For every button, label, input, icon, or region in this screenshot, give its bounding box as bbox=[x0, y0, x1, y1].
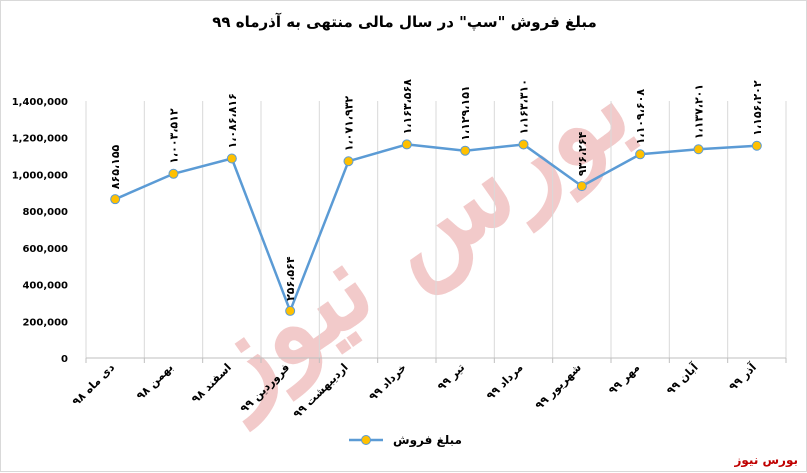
data-point bbox=[110, 194, 121, 205]
data-label: ۱،۱۲۹،۱۵۱ bbox=[459, 85, 472, 140]
series-line bbox=[114, 143, 757, 313]
y-tick-label: 1,000,000 bbox=[12, 170, 68, 181]
x-tick-label: شهریور ۹۹ bbox=[533, 361, 584, 412]
data-point bbox=[460, 145, 471, 156]
x-tick-label: خرداد ۹۹ bbox=[366, 361, 409, 404]
series-markers bbox=[110, 139, 762, 316]
data-label: ۱،۱۶۳،۳۱۰ bbox=[518, 79, 531, 134]
data-label: ۲۵۶،۵۶۴ bbox=[284, 256, 297, 301]
legend: مبلغ فروش bbox=[1, 433, 807, 447]
x-tick-label: مرداد ۹۹ bbox=[484, 361, 526, 403]
data-point bbox=[285, 305, 296, 316]
gridlines bbox=[85, 101, 787, 358]
y-tick-label: 400,000 bbox=[22, 281, 68, 292]
data-label: ۱،۱۳۷،۲۰۱ bbox=[693, 84, 706, 139]
data-point bbox=[751, 140, 762, 151]
data-point bbox=[401, 139, 412, 150]
y-tick-label: 600,000 bbox=[22, 244, 68, 255]
data-label: ۱،۱۵۶،۲۰۲ bbox=[751, 80, 764, 136]
x-tick-label: آبان ۹۹ bbox=[663, 360, 700, 397]
y-tick-label: 200,000 bbox=[22, 317, 68, 328]
legend-swatch bbox=[349, 435, 384, 445]
data-point bbox=[576, 181, 587, 192]
legend-label: مبلغ فروش bbox=[393, 433, 462, 447]
y-tick-label: 800,000 bbox=[22, 207, 68, 218]
data-point bbox=[693, 144, 704, 155]
source-logo-text: بورس نیوز bbox=[734, 453, 798, 467]
data-label: ۹۳۶،۲۶۴ bbox=[576, 131, 589, 176]
data-point bbox=[518, 139, 529, 150]
y-tick-label: 0 bbox=[61, 354, 68, 365]
x-tick-label: آذر ۹۹ bbox=[726, 360, 759, 393]
data-point bbox=[343, 156, 354, 167]
data-label: ۱،۱۰۹،۶۰۸ bbox=[634, 89, 647, 145]
x-tick-label: تیر ۹۹ bbox=[435, 361, 467, 393]
series-line-path bbox=[114, 143, 757, 313]
data-point bbox=[226, 153, 237, 164]
watermark-text: بورس نیوز bbox=[174, 42, 654, 433]
x-tick-label: مهر ۹۹ bbox=[606, 361, 642, 397]
watermark-logo: بورس نیوز bbox=[174, 42, 654, 433]
y-tick-label: 1,400,000 bbox=[12, 97, 68, 108]
data-label: ۱،۰۸۶،۸۱۶ bbox=[226, 93, 239, 148]
data-point bbox=[635, 149, 646, 160]
x-tick-label: بهمن ۹۸ bbox=[134, 361, 176, 403]
data-labels: ۸۶۵،۱۵۵ ۱،۰۰۳،۵۱۲ ۱،۰۸۶،۸۱۶ ۲۵۶،۵۶۴ ۱،۰۷۱،۹۳… bbox=[109, 79, 764, 301]
chart-title: مبلغ فروش "سپ" در سال مالی منتهی به آذرم… bbox=[212, 13, 597, 31]
data-label: ۱،۰۷۱،۹۳۲ bbox=[343, 96, 356, 152]
y-tick-label: 1,200,000 bbox=[12, 134, 68, 145]
x-tick-label: دی ماه ۹۸ bbox=[70, 361, 118, 409]
data-point bbox=[168, 168, 179, 179]
data-label: ۱،۰۰۳،۵۱۲ bbox=[168, 108, 181, 164]
data-label: ۱،۱۶۳،۵۶۸ bbox=[401, 79, 414, 135]
data-label: ۸۶۵،۱۵۵ bbox=[109, 144, 122, 189]
